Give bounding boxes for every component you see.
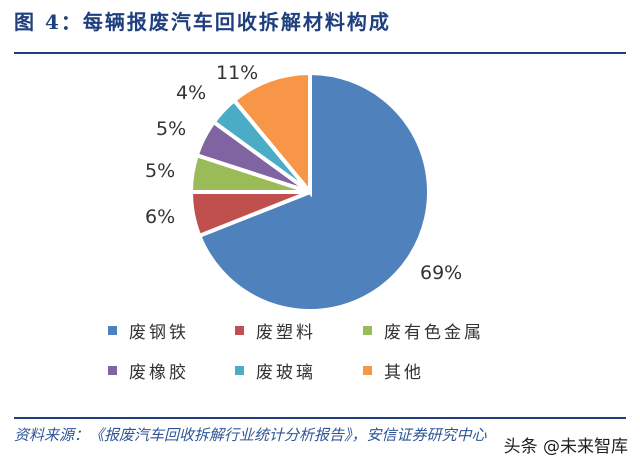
pie-slices: [188, 70, 431, 313]
legend-swatch: [235, 366, 244, 375]
legend-item-glass: 废玻璃: [235, 358, 316, 383]
legend-swatch: [363, 366, 372, 375]
source-note: 资料来源：《报废汽车回收拆解行业统计分析报告》，安信证券研究中心: [14, 426, 487, 444]
legend-item-other: 其他: [363, 358, 424, 383]
data-label-glass: 4%: [176, 82, 207, 104]
legend-swatch: [108, 326, 117, 335]
chart-title: 图 4：每辆报废汽车回收拆解材料构成: [14, 10, 391, 34]
legend-swatch: [108, 366, 117, 375]
data-label-plastic: 6%: [145, 206, 176, 228]
data-label-rubber: 5%: [156, 118, 187, 140]
watermark: 头条 @未来智库: [501, 432, 630, 457]
legend-swatch: [363, 326, 372, 335]
legend-item-rubber: 废橡胶: [108, 358, 189, 383]
legend-item-steel: 废钢铁: [108, 318, 189, 343]
source-divider: [14, 417, 626, 419]
title-divider: [14, 52, 626, 54]
legend-item-plastic: 废塑料: [235, 318, 316, 343]
data-label-other: 11%: [216, 62, 259, 84]
pie-slice-steel: [196, 70, 431, 313]
pie-slice-other: [231, 70, 312, 198]
legend-item-nonferrous: 废有色金属: [363, 318, 484, 343]
legend-swatch: [235, 326, 244, 335]
data-label-steel: 69%: [420, 262, 463, 284]
data-label-nonferrous: 5%: [145, 160, 176, 182]
